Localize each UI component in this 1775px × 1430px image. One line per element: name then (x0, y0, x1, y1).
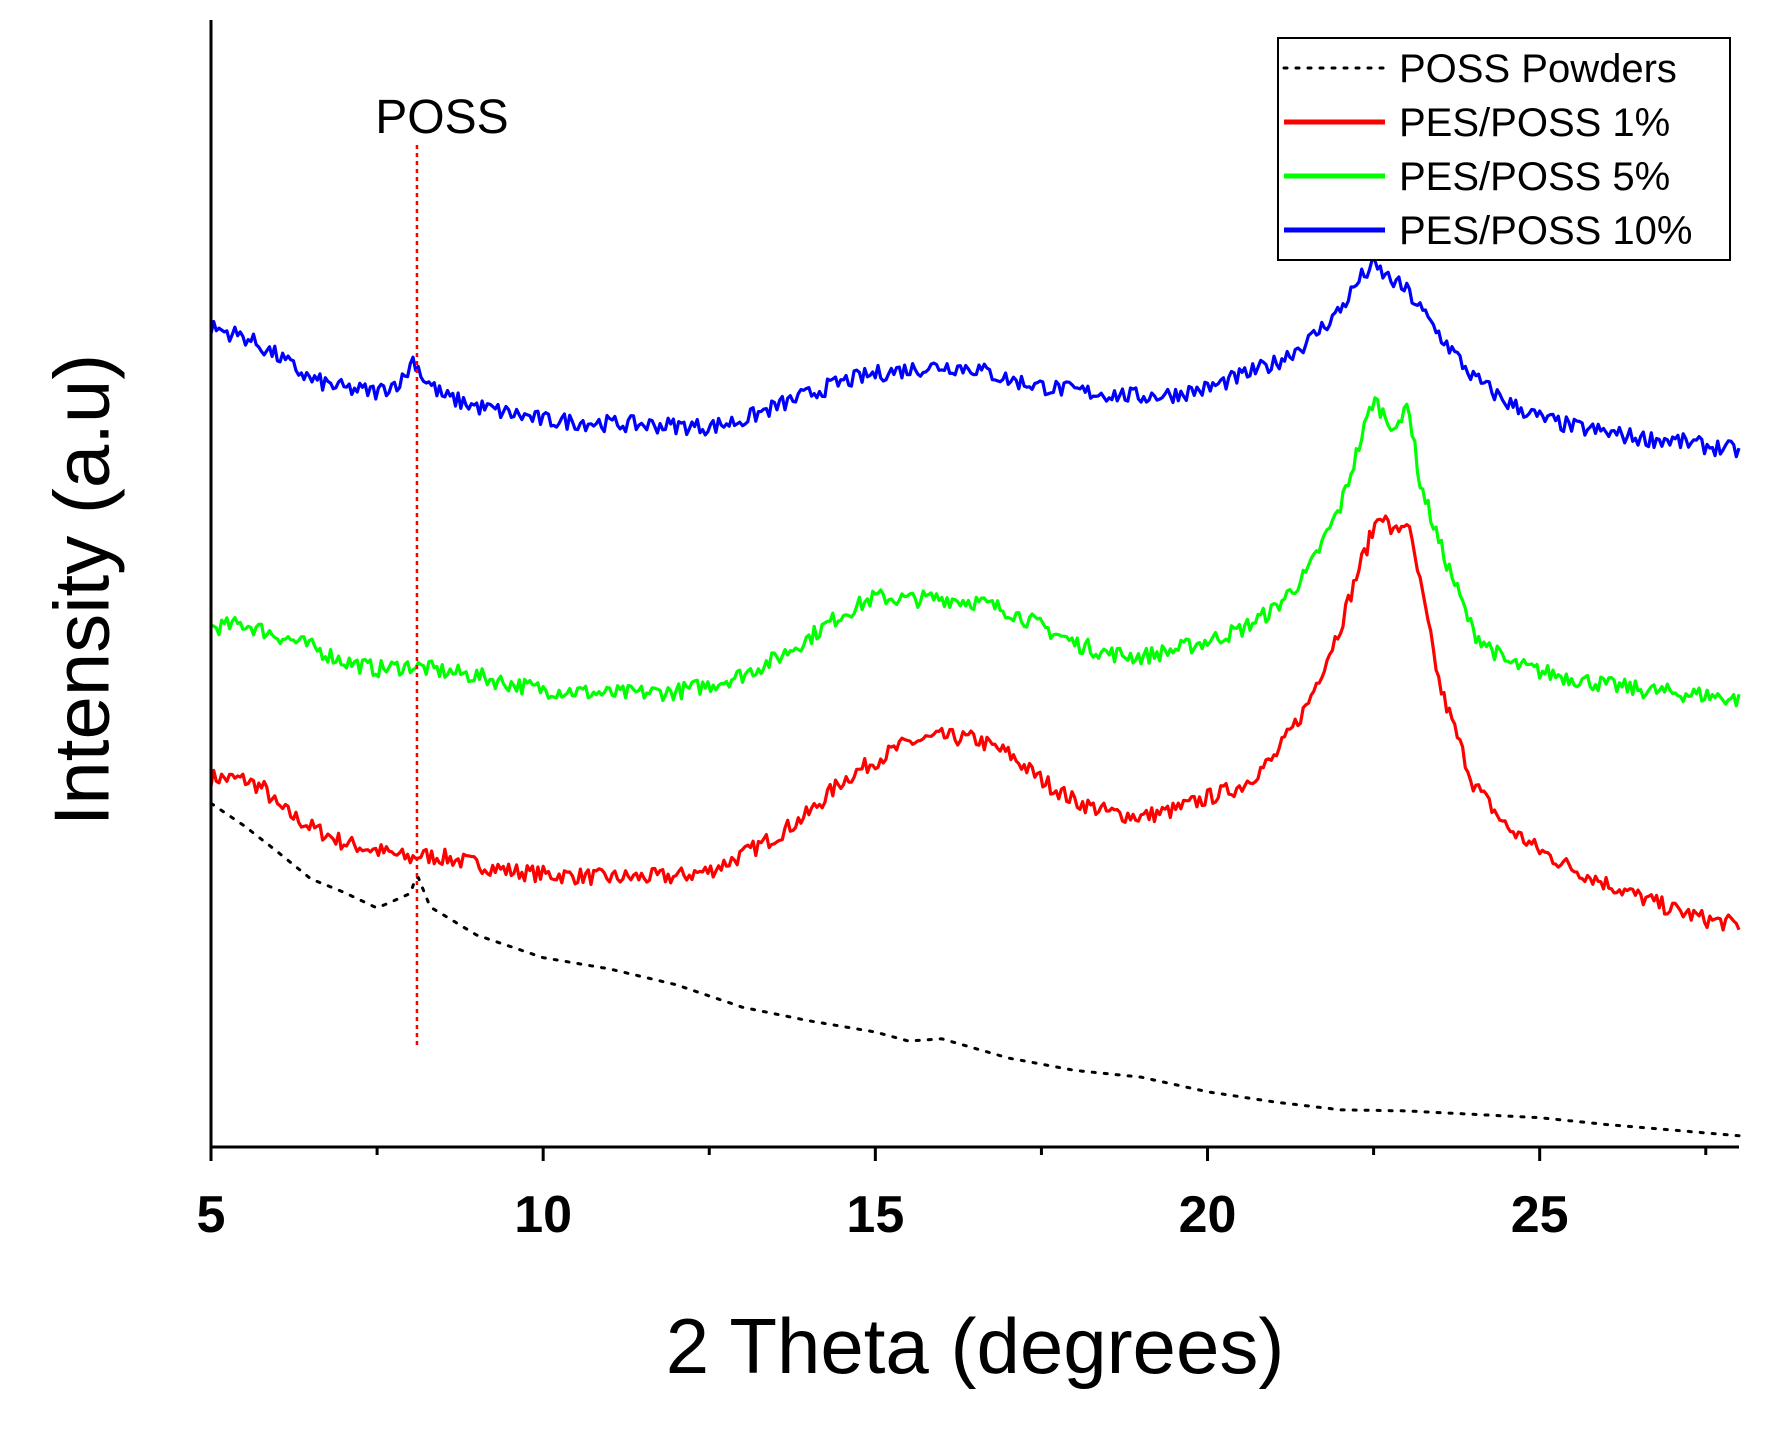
legend-label-pes-poss-1: PES/POSS 1% (1399, 101, 1670, 145)
x-axis-ticks: 5 10 15 20 25 (197, 1147, 1708, 1244)
poss-annotation-label: POSS (375, 91, 508, 144)
x-tick-label: 15 (846, 1186, 904, 1244)
x-axis-title: 2 Theta (degrees) (666, 1302, 1285, 1390)
legend-label-pes-poss-10: PES/POSS 10% (1399, 209, 1692, 253)
legend: POSS Powders PES/POSS 1% PES/POSS 5% PES/PO… (1277, 37, 1731, 261)
x-tick-label: 5 (197, 1186, 226, 1244)
series-line-pes-poss-10 (209, 257, 1741, 459)
legend-label-poss-powders: POSS Powders (1399, 47, 1677, 91)
plot-curves (209, 257, 1741, 1138)
y-axis-title: Intensity (a.u) (38, 354, 126, 827)
plot-axes (209, 20, 1739, 1149)
series-line-poss-powders (209, 801, 1741, 1138)
x-tick-label: 25 (1511, 1186, 1569, 1244)
series-line-pes-poss-1 (209, 514, 1741, 932)
legend-box (1277, 37, 1731, 261)
poss-annotation: POSS (375, 91, 509, 1045)
x-tick-label: 20 (1179, 1186, 1237, 1244)
legend-label-pes-poss-5: PES/POSS 5% (1399, 155, 1670, 199)
series-line-pes-poss-5 (210, 396, 1741, 708)
x-tick-label: 10 (514, 1186, 572, 1244)
